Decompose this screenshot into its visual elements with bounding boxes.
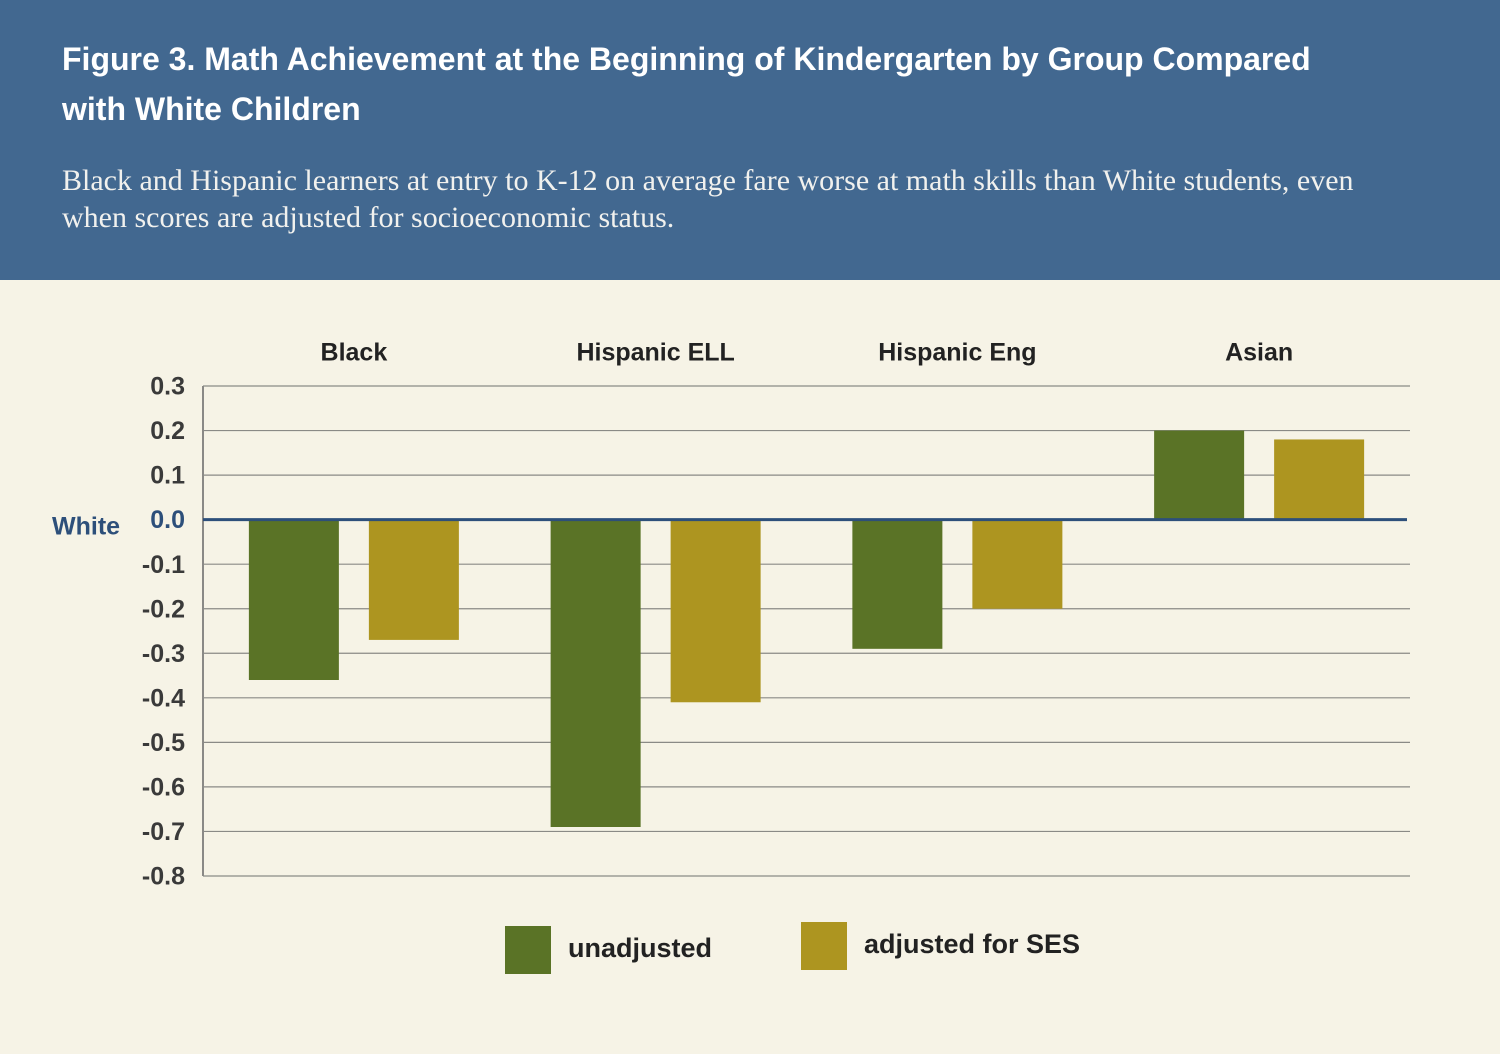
chart-subtitle: Black and Hispanic learners at entry to … xyxy=(62,164,1354,234)
y-tick-label: 0.0 xyxy=(150,506,185,534)
y-tick-label: 0.3 xyxy=(150,373,185,401)
bar xyxy=(1154,430,1245,520)
y-tick-label: -0.7 xyxy=(142,818,185,846)
bar xyxy=(248,519,339,680)
bar xyxy=(972,519,1063,609)
chart-title: Figure 3. Math Achievement at the Beginn… xyxy=(62,41,1311,127)
bar xyxy=(1274,439,1365,520)
legend-swatch xyxy=(801,922,847,970)
legend-label: adjusted for SES xyxy=(864,929,1080,959)
legend-swatch xyxy=(505,926,551,974)
category-label: Black xyxy=(321,339,388,367)
y-tick-label: -0.2 xyxy=(142,595,185,623)
category-label: Hispanic ELL xyxy=(576,339,734,367)
header: Figure 3. Math Achievement at the Beginn… xyxy=(0,0,1500,280)
legend-label: unadjusted xyxy=(568,933,712,963)
y-tick-label: -0.6 xyxy=(142,774,185,802)
y-tick-label: -0.4 xyxy=(142,684,185,712)
y-tick-label: -0.8 xyxy=(142,863,185,891)
y-tick-label: 0.2 xyxy=(150,417,185,445)
category-label: Asian xyxy=(1225,339,1293,367)
category-label: Hispanic Eng xyxy=(878,339,1036,367)
bar xyxy=(368,519,459,640)
bar xyxy=(670,519,761,703)
y-tick-label: -0.5 xyxy=(142,729,185,757)
bar xyxy=(852,519,943,649)
y-tick-label: 0.1 xyxy=(150,462,185,490)
baseline-label: White xyxy=(52,513,120,541)
bar xyxy=(550,519,641,827)
y-tick-label: -0.1 xyxy=(142,551,185,579)
y-tick-label: -0.3 xyxy=(142,640,185,668)
